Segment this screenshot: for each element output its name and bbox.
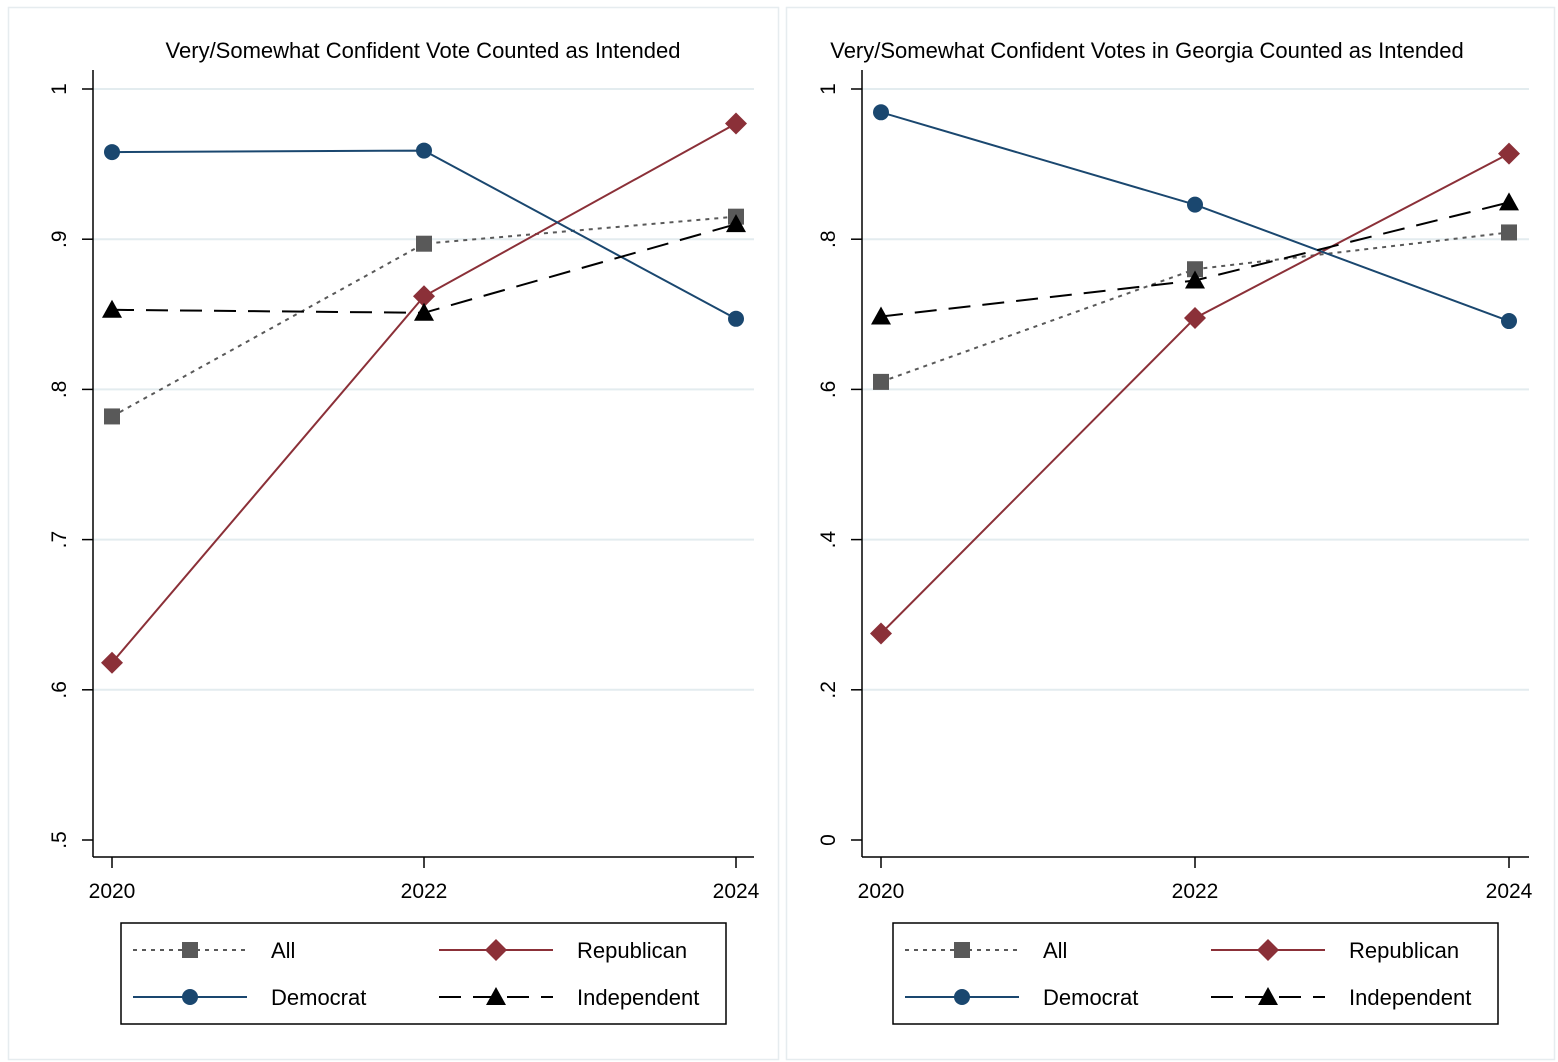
legend-marker-all (954, 942, 970, 958)
chart-title: Very/Somewhat Confident Votes in Georgia… (830, 38, 1464, 63)
legend-marker-democrat (954, 989, 970, 1005)
legend-marker-independent (486, 987, 506, 1005)
legend-label-republican: Republican (1349, 938, 1459, 963)
legend-label-all: All (271, 938, 295, 963)
data-point-republican (725, 112, 747, 135)
y-tick-label: .8 (817, 230, 840, 248)
data-point-republican (870, 622, 892, 645)
y-tick-label: .7 (48, 531, 71, 549)
data-point-independent (1499, 192, 1519, 211)
x-tick-label: 2022 (401, 880, 448, 903)
chart-title: Very/Somewhat Confident Vote Counted as … (166, 38, 681, 63)
legend-marker-all (182, 942, 198, 958)
axes: .5 .6 .7 .8 .9 1 2020 2022 2024 (48, 70, 760, 903)
legend-label-democrat: Democrat (1043, 985, 1138, 1010)
data-point-independent (726, 214, 746, 233)
x-tick-label: 2024 (1486, 880, 1533, 903)
legend-marker-republican (485, 939, 507, 961)
y-tick-label: .6 (817, 381, 840, 399)
data-point-all (1187, 261, 1203, 278)
data-point-independent (1185, 270, 1205, 289)
legend-label-republican: Republican (577, 938, 687, 963)
y-tick-label: .8 (48, 381, 71, 399)
gridlines (93, 88, 754, 691)
data-point-democrat (1501, 313, 1517, 330)
data-point-all (416, 235, 432, 252)
legend-marker-independent (1258, 987, 1278, 1005)
y-tick-label: .4 (817, 531, 840, 549)
y-tick-label: 1 (817, 83, 840, 95)
y-tick-label: .5 (48, 831, 71, 849)
y-tick-label: .6 (48, 681, 71, 699)
data-point-democrat (416, 142, 432, 159)
y-tick-label: .9 (48, 230, 71, 248)
legend-label-independent: Independent (577, 985, 699, 1010)
data-point-independent (871, 306, 891, 325)
chart-right: Very/Somewhat Confident Votes in Georgia… (817, 38, 1533, 1025)
data-point-independent (102, 299, 122, 318)
data-point-all (873, 373, 889, 390)
y-tick-label: 0 (817, 834, 840, 846)
panel-border-left (7, 6, 780, 1061)
data-point-democrat (873, 104, 889, 121)
y-tick-label: 1 (48, 83, 71, 95)
data-point-republican (413, 285, 435, 308)
data-point-democrat (728, 310, 744, 327)
data-point-all (104, 408, 120, 425)
panel-border-right (785, 6, 1556, 1061)
legend: All Republican Democrat Independent (120, 922, 727, 1025)
legend-label-independent: Independent (1349, 985, 1471, 1010)
legend-label-all: All (1043, 938, 1067, 963)
legend: All Republican Democrat Independent (892, 922, 1499, 1025)
data-point-democrat (1187, 196, 1203, 213)
legend-marker-democrat (182, 989, 198, 1005)
chart-left: Very/Somewhat Confident Vote Counted as … (48, 38, 760, 1025)
legend-box (120, 922, 727, 1025)
legend-marker-republican (1257, 939, 1279, 961)
x-tick-label: 2022 (1172, 880, 1219, 903)
series-markers (870, 104, 1520, 645)
data-point-all (1501, 224, 1517, 241)
x-tick-label: 2024 (713, 880, 760, 903)
x-tick-label: 2020 (858, 880, 905, 903)
data-point-republican (1184, 307, 1206, 330)
data-point-republican (1498, 142, 1520, 165)
legend-box (892, 922, 1499, 1025)
data-point-independent (414, 302, 434, 321)
series-line-all (111, 215, 737, 418)
series-markers (101, 112, 747, 674)
data-point-republican (101, 651, 123, 674)
x-tick-label: 2020 (89, 880, 136, 903)
y-tick-label: .2 (817, 681, 840, 699)
gridlines (862, 88, 1529, 691)
data-point-democrat (104, 144, 120, 161)
legend-label-democrat: Democrat (271, 985, 366, 1010)
axes: 0 .2 .4 .6 .8 1 2020 2022 2024 (817, 70, 1533, 903)
